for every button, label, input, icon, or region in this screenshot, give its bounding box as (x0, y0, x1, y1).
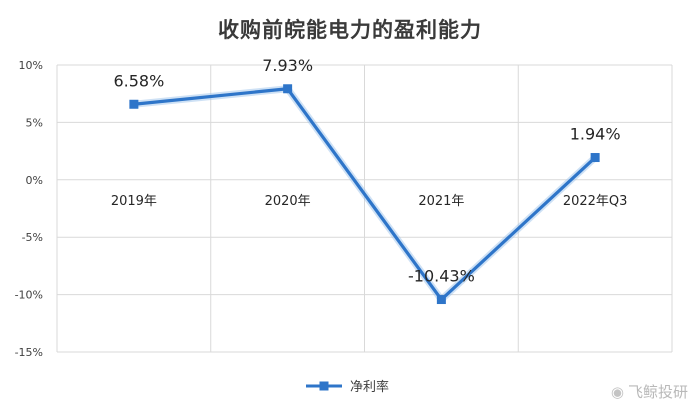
data-point-marker (436, 295, 446, 305)
watermark-text: 飞鲸投研 (627, 383, 688, 401)
x-tick-label: 2019年 (111, 194, 157, 209)
chart-title: 收购前皖能电力的盈利能力 (218, 18, 482, 42)
weibo-icon: ◉ (610, 382, 624, 401)
y-tick-label: 5% (26, 116, 43, 129)
y-tick-label: 0% (26, 174, 43, 187)
y-tick-label: -5% (22, 231, 43, 244)
y-tick-label: 10% (19, 59, 43, 72)
y-tick-label: -15% (15, 346, 43, 359)
x-tick-label: 2020年 (265, 194, 311, 209)
data-label: -10.43% (408, 267, 475, 286)
x-tick-label: 2021年 (418, 194, 464, 209)
data-label: 7.93% (262, 56, 313, 75)
watermark: ◉ 飞鲸投研 (611, 381, 688, 402)
legend-label: 净利率 (350, 379, 389, 395)
data-point-marker (129, 99, 139, 109)
data-label: 6.58% (113, 71, 164, 90)
data-point-marker (590, 153, 600, 163)
y-tick-label: -10% (15, 289, 43, 302)
x-tick-label: 2022年Q3 (563, 194, 628, 209)
series-line (133, 87, 597, 302)
data-point-marker (283, 84, 293, 94)
legend-marker (319, 381, 329, 391)
data-label: 1.94% (570, 125, 621, 144)
